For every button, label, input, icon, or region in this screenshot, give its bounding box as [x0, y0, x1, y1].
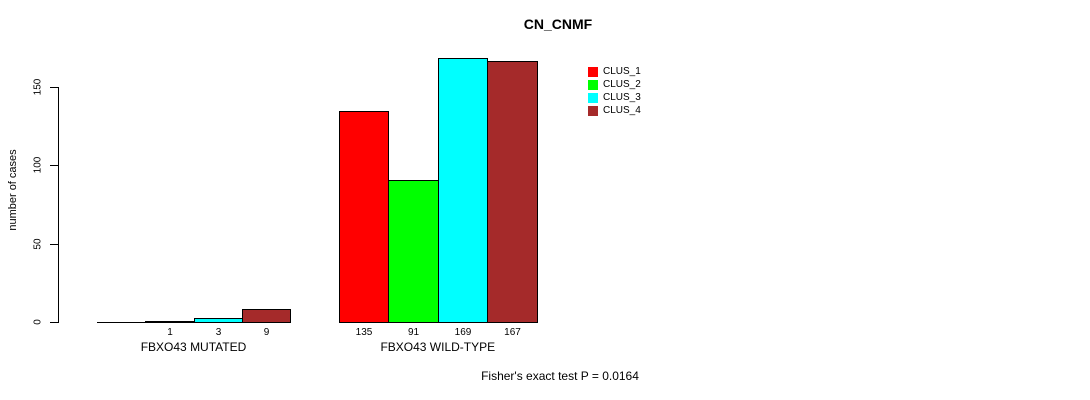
y-axis-line	[58, 87, 59, 323]
bar-value-label: 1	[167, 327, 173, 338]
legend-item-clus_1: CLUS_1	[588, 65, 641, 78]
bar-value-label: 9	[263, 327, 270, 338]
legend-item-label: CLUS_1	[603, 66, 641, 77]
legend-swatch	[588, 66, 598, 77]
group-label: FBXO43 WILD-TYPE	[380, 340, 496, 354]
y-axis-tick	[50, 322, 58, 323]
legend-swatch	[588, 92, 598, 103]
legend-item-label: CLUS_2	[603, 79, 641, 90]
y-axis-label: number of cases	[7, 149, 19, 231]
bar-g1-clus_3	[194, 318, 243, 323]
bar-g2-clus_2	[388, 180, 439, 323]
chart-title: CN_CNMF	[523, 16, 593, 32]
y-axis-tick	[50, 87, 58, 88]
legend-swatch	[588, 105, 598, 116]
bar-value-label: 169	[454, 327, 472, 338]
y-tick-label: 0	[32, 319, 44, 325]
y-tick-label: 150	[32, 78, 44, 96]
group-label: FBXO43 MUTATED	[140, 340, 247, 354]
bar-g2-clus_3	[438, 58, 488, 323]
bar-g1-clus_4	[242, 309, 291, 323]
legend-item-clus_4: CLUS_4	[588, 104, 641, 117]
bar-value-label: 135	[355, 327, 373, 338]
bar-value-label: 3	[215, 327, 222, 338]
y-tick-label: 100	[32, 156, 44, 174]
bar-g2-clus_4	[487, 61, 538, 323]
legend-item-clus_3: CLUS_3	[588, 91, 641, 104]
bar-g2-clus_1	[339, 111, 389, 323]
legend: CLUS_1 CLUS_2 CLUS_3 CLUS_4	[588, 65, 641, 117]
legend-item-label: CLUS_4	[603, 105, 641, 116]
fisher-test-note: Fisher's exact test P = 0.0164	[481, 369, 639, 383]
bar-g1-clus_2	[145, 321, 195, 323]
legend-item-label: CLUS_3	[603, 92, 641, 103]
y-axis-tick	[50, 244, 58, 245]
y-axis-tick	[50, 165, 58, 166]
y-tick-label: 50	[32, 238, 44, 250]
bar-value-label: 91	[407, 327, 420, 338]
bar-value-label: 167	[504, 327, 521, 338]
legend-swatch	[588, 79, 598, 90]
legend-item-clus_2: CLUS_2	[588, 78, 641, 91]
